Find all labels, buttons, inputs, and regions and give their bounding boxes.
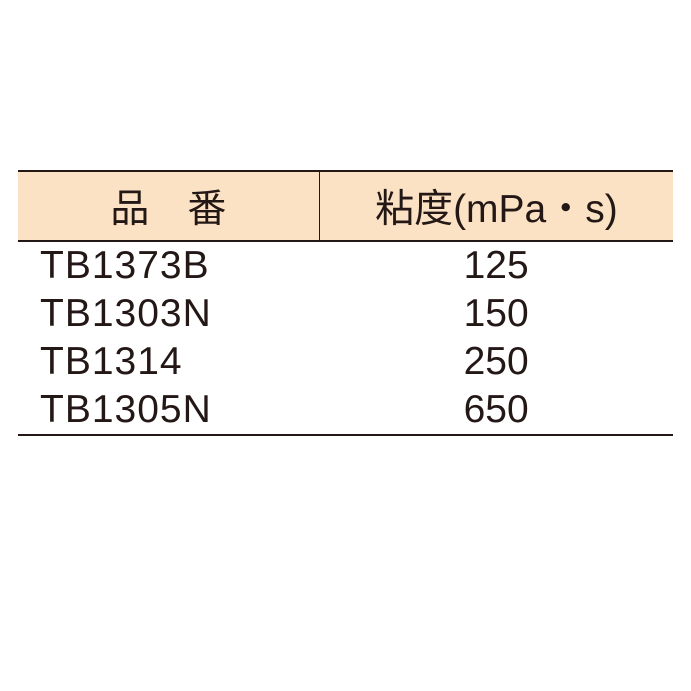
cell-viscosity: 650: [319, 386, 673, 435]
table-row: TB1305N 650: [18, 386, 673, 435]
cell-part-number: TB1305N: [18, 386, 319, 435]
col-header-viscosity-label: 粘度(mPa・s): [375, 188, 618, 231]
viscosity-table: 品番 粘度(mPa・s) TB1373B 125 TB1303N 150 TB1…: [18, 170, 673, 436]
cell-part-number: TB1314: [18, 338, 319, 386]
col-header-part-number: 品番: [18, 171, 319, 241]
col-header-part-number-label: 品番: [72, 188, 264, 231]
table-row: TB1314 250: [18, 338, 673, 386]
cell-viscosity: 150: [319, 290, 673, 338]
cell-viscosity: 250: [319, 338, 673, 386]
cell-part-number: TB1303N: [18, 290, 319, 338]
cell-part-number: TB1373B: [18, 241, 319, 290]
cell-viscosity: 125: [319, 241, 673, 290]
table: 品番 粘度(mPa・s) TB1373B 125 TB1303N 150 TB1…: [18, 170, 673, 436]
table-header-row: 品番 粘度(mPa・s): [18, 171, 673, 241]
table-row: TB1303N 150: [18, 290, 673, 338]
col-header-viscosity: 粘度(mPa・s): [319, 171, 673, 241]
table-row: TB1373B 125: [18, 241, 673, 290]
